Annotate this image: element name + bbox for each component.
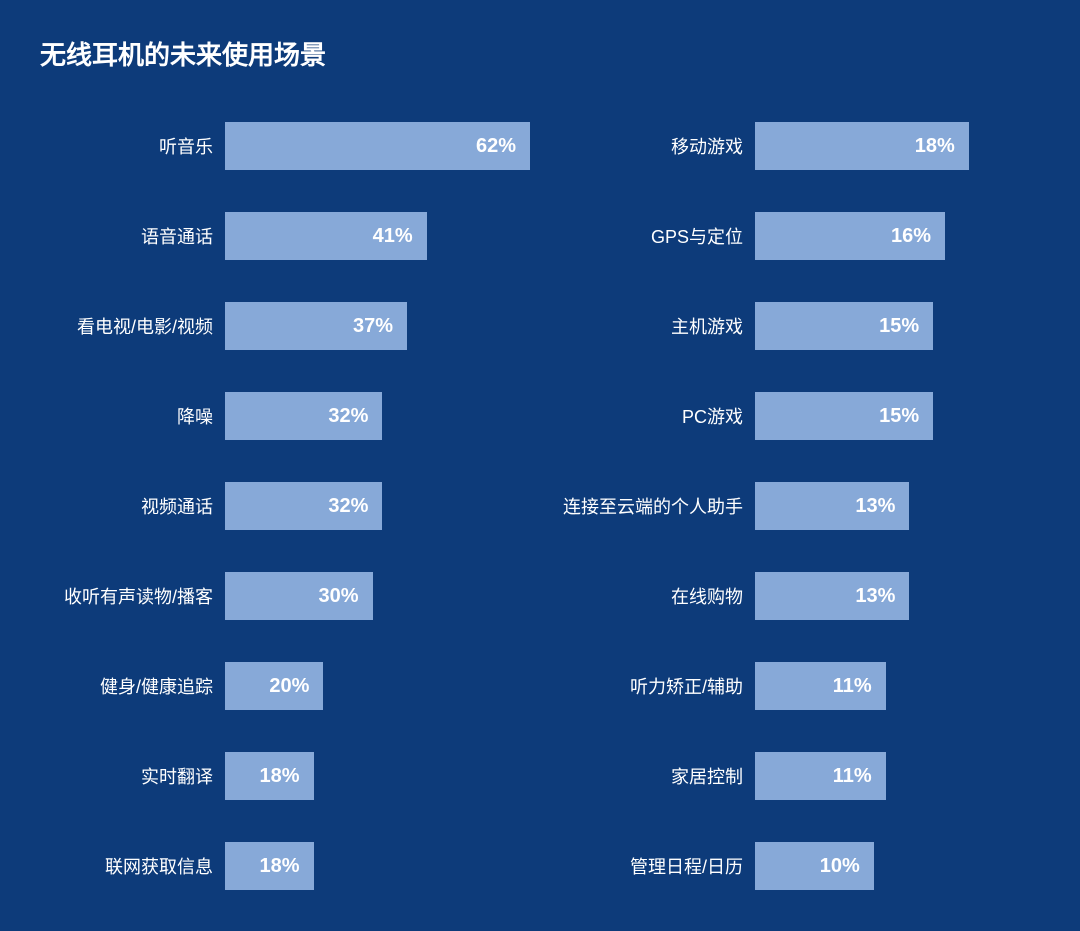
bar-value: 15% — [879, 315, 919, 338]
bar-value: 37% — [353, 315, 393, 338]
bar-fill: 15% — [755, 392, 933, 440]
bar-fill: 13% — [755, 572, 909, 620]
chart-container: 听音乐 62% 语音通话 41% 看电视/电影/视频 37% 降噪 32% 视频通话 32% 收听有… — [40, 122, 1040, 890]
bar-label: 视频通话 — [40, 493, 225, 519]
bar-label: 实时翻译 — [40, 763, 225, 789]
bar-value: 32% — [328, 405, 368, 428]
bar-fill: 10% — [755, 842, 874, 890]
bar-value: 13% — [855, 495, 895, 518]
bar-row: GPS与定位 16% — [550, 212, 1040, 260]
bar-label: PC游戏 — [550, 403, 755, 429]
bar-label: 看电视/电影/视频 — [40, 313, 225, 339]
bar-track: 62% — [225, 122, 530, 170]
bar-track: 32% — [225, 392, 530, 440]
bar-value: 11% — [833, 765, 872, 788]
bar-track: 15% — [755, 302, 1040, 350]
bar-row: 听力矫正/辅助 11% — [550, 662, 1040, 710]
bar-fill: 62% — [225, 122, 530, 170]
bar-row: 连接至云端的个人助手 13% — [550, 482, 1040, 530]
bar-fill: 15% — [755, 302, 933, 350]
bar-row: 家居控制 11% — [550, 752, 1040, 800]
chart-column-left: 听音乐 62% 语音通话 41% 看电视/电影/视频 37% 降噪 32% 视频通话 32% 收听有… — [40, 122, 530, 890]
bar-value: 41% — [373, 225, 413, 248]
bar-track: 37% — [225, 302, 530, 350]
chart-column-right: 移动游戏 18% GPS与定位 16% 主机游戏 15% PC游戏 15% 连接至云端的个人助手… — [550, 122, 1040, 890]
bar-track: 11% — [755, 752, 1040, 800]
bar-track: 11% — [755, 662, 1040, 710]
bar-value: 18% — [260, 855, 300, 878]
bar-fill: 32% — [225, 482, 382, 530]
bar-row: 降噪 32% — [40, 392, 530, 440]
bar-row: 移动游戏 18% — [550, 122, 1040, 170]
bar-value: 11% — [833, 675, 872, 698]
bar-value: 18% — [915, 135, 955, 158]
bar-row: PC游戏 15% — [550, 392, 1040, 440]
bar-label: 听力矫正/辅助 — [550, 673, 755, 699]
bar-value: 15% — [879, 405, 919, 428]
bar-fill: 13% — [755, 482, 909, 530]
bar-track: 16% — [755, 212, 1040, 260]
bar-label: 主机游戏 — [550, 313, 755, 339]
bar-label: 降噪 — [40, 403, 225, 429]
bar-track: 18% — [225, 752, 530, 800]
bar-label: 在线购物 — [550, 583, 755, 609]
bar-fill: 18% — [225, 842, 314, 890]
bar-track: 30% — [225, 572, 530, 620]
bar-value: 32% — [328, 495, 368, 518]
bar-fill: 18% — [225, 752, 314, 800]
bar-value: 13% — [855, 585, 895, 608]
bar-fill: 32% — [225, 392, 382, 440]
bar-fill: 11% — [755, 662, 886, 710]
bar-track: 20% — [225, 662, 530, 710]
bar-value: 30% — [319, 585, 359, 608]
bar-label: 家居控制 — [550, 763, 755, 789]
bar-track: 10% — [755, 842, 1040, 890]
bar-track: 41% — [225, 212, 530, 260]
bar-label: GPS与定位 — [550, 223, 755, 249]
bar-row: 管理日程/日历 10% — [550, 842, 1040, 890]
bar-label: 语音通话 — [40, 223, 225, 249]
bar-row: 在线购物 13% — [550, 572, 1040, 620]
bar-value: 10% — [820, 855, 860, 878]
bar-track: 13% — [755, 482, 1040, 530]
bar-row: 实时翻译 18% — [40, 752, 530, 800]
bar-label: 听音乐 — [40, 133, 225, 159]
bar-label: 连接至云端的个人助手 — [550, 493, 755, 519]
bar-row: 收听有声读物/播客 30% — [40, 572, 530, 620]
bar-row: 语音通话 41% — [40, 212, 530, 260]
bar-track: 18% — [225, 842, 530, 890]
bar-fill: 37% — [225, 302, 407, 350]
bar-label: 移动游戏 — [550, 133, 755, 159]
bar-fill: 18% — [755, 122, 969, 170]
bar-fill: 20% — [225, 662, 323, 710]
bar-track: 18% — [755, 122, 1040, 170]
bar-label: 收听有声读物/播客 — [40, 583, 225, 609]
bar-value: 20% — [269, 675, 309, 698]
bar-fill: 41% — [225, 212, 427, 260]
bar-label: 健身/健康追踪 — [40, 673, 225, 699]
bar-value: 18% — [260, 765, 300, 788]
bar-row: 主机游戏 15% — [550, 302, 1040, 350]
bar-fill: 30% — [225, 572, 373, 620]
bar-label: 联网获取信息 — [40, 853, 225, 879]
bar-fill: 16% — [755, 212, 945, 260]
bar-value: 16% — [891, 225, 931, 248]
bar-fill: 11% — [755, 752, 886, 800]
bar-row: 联网获取信息 18% — [40, 842, 530, 890]
bar-row: 健身/健康追踪 20% — [40, 662, 530, 710]
bar-track: 32% — [225, 482, 530, 530]
bar-row: 视频通话 32% — [40, 482, 530, 530]
bar-track: 13% — [755, 572, 1040, 620]
bar-value: 62% — [476, 135, 516, 158]
bar-row: 听音乐 62% — [40, 122, 530, 170]
bar-track: 15% — [755, 392, 1040, 440]
bar-label: 管理日程/日历 — [550, 853, 755, 879]
chart-title: 无线耳机的未来使用场景 — [40, 35, 1040, 72]
bar-row: 看电视/电影/视频 37% — [40, 302, 530, 350]
